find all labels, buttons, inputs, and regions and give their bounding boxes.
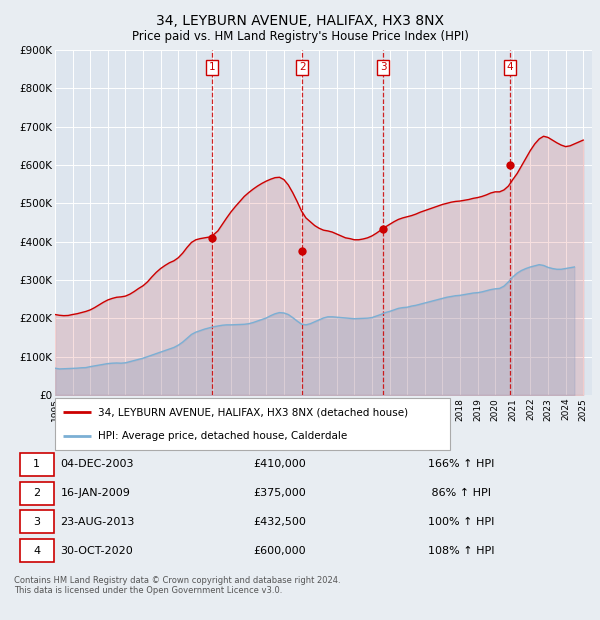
Text: 04-DEC-2003: 04-DEC-2003	[61, 459, 134, 469]
Text: 30-OCT-2020: 30-OCT-2020	[61, 546, 133, 556]
Text: 23-AUG-2013: 23-AUG-2013	[61, 517, 135, 527]
Text: 2: 2	[299, 62, 305, 73]
Text: £600,000: £600,000	[253, 546, 306, 556]
Text: 108% ↑ HPI: 108% ↑ HPI	[428, 546, 495, 556]
Text: Contains HM Land Registry data © Crown copyright and database right 2024.
This d: Contains HM Land Registry data © Crown c…	[14, 576, 340, 595]
Text: 3: 3	[33, 517, 40, 527]
Text: 86% ↑ HPI: 86% ↑ HPI	[428, 488, 491, 498]
Text: Price paid vs. HM Land Registry's House Price Index (HPI): Price paid vs. HM Land Registry's House …	[131, 30, 469, 43]
Text: 34, LEYBURN AVENUE, HALIFAX, HX3 8NX (detached house): 34, LEYBURN AVENUE, HALIFAX, HX3 8NX (de…	[98, 407, 409, 417]
Text: £375,000: £375,000	[253, 488, 306, 498]
Text: 1: 1	[33, 459, 40, 469]
Text: 3: 3	[380, 62, 386, 73]
Text: 100% ↑ HPI: 100% ↑ HPI	[428, 517, 495, 527]
Text: 4: 4	[33, 546, 40, 556]
Text: £410,000: £410,000	[253, 459, 306, 469]
FancyBboxPatch shape	[20, 482, 53, 505]
Text: 2: 2	[33, 488, 40, 498]
Text: 1: 1	[209, 62, 215, 73]
Text: 34, LEYBURN AVENUE, HALIFAX, HX3 8NX: 34, LEYBURN AVENUE, HALIFAX, HX3 8NX	[156, 14, 444, 28]
Text: 166% ↑ HPI: 166% ↑ HPI	[428, 459, 495, 469]
FancyBboxPatch shape	[20, 510, 53, 533]
FancyBboxPatch shape	[20, 453, 53, 476]
FancyBboxPatch shape	[55, 398, 450, 450]
Text: £432,500: £432,500	[253, 517, 306, 527]
FancyBboxPatch shape	[20, 539, 53, 562]
Text: HPI: Average price, detached house, Calderdale: HPI: Average price, detached house, Cald…	[98, 431, 348, 441]
Text: 16-JAN-2009: 16-JAN-2009	[61, 488, 130, 498]
Text: 4: 4	[506, 62, 513, 73]
